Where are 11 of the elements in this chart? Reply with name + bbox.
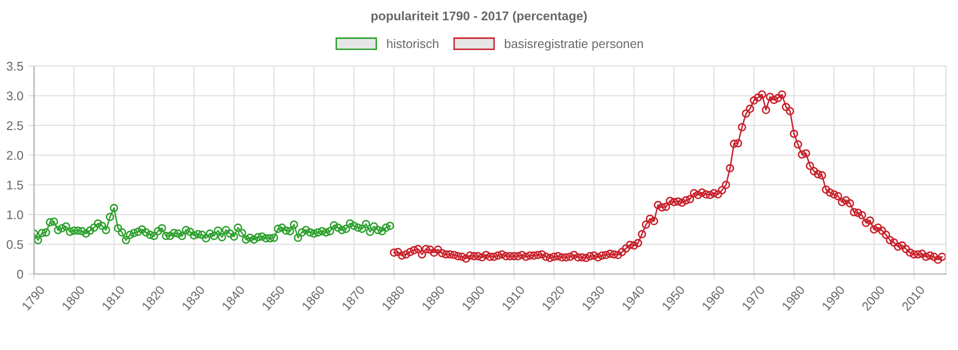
y-tick-label: 2.5 <box>6 121 24 130</box>
legend-label: historisch <box>387 38 438 48</box>
y-tick-label: 3.5 <box>6 62 24 71</box>
y-tick-label: 0 <box>17 270 24 279</box>
y-tick-label: 0.5 <box>6 240 24 249</box>
legend-label: basisregistratie personen <box>504 38 643 51</box>
y-tick-label: 3.0 <box>6 92 24 100</box>
chart-title: populariteit 1790 - 2017 (percentage) <box>371 11 587 23</box>
y-tick-label: 2.0 <box>6 150 24 160</box>
y-tick-label: 1.5 <box>7 180 24 190</box>
y-tick-label: 1.0 <box>7 210 24 220</box>
